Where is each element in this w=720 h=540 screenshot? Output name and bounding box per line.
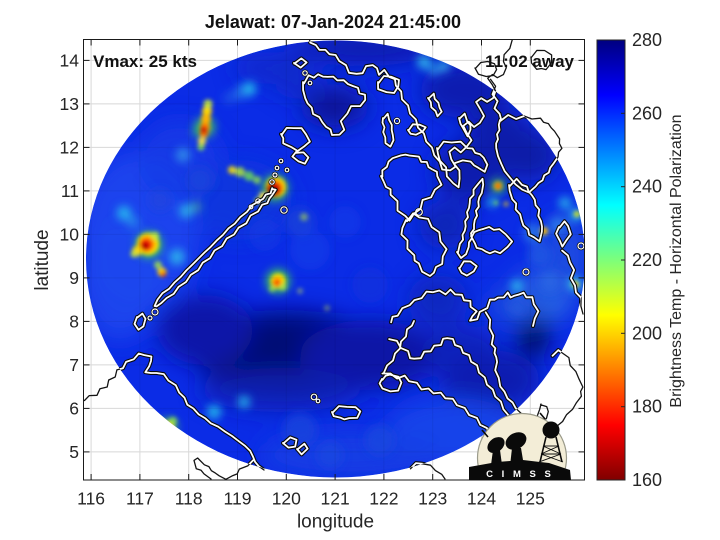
svg-text:10: 10 [60,224,80,244]
svg-text:118: 118 [175,489,203,509]
svg-text:C I M S S: C I M S S [486,469,554,480]
svg-text:160: 160 [632,470,662,490]
svg-text:6: 6 [69,398,79,418]
svg-text:280: 280 [632,30,662,50]
svg-text:latitude: latitude [32,229,53,290]
svg-text:5: 5 [69,442,79,462]
svg-text:120: 120 [272,489,301,509]
svg-text:260: 260 [632,103,662,123]
svg-text:longitude: longitude [297,512,374,533]
svg-text:116: 116 [77,489,105,509]
svg-text:125: 125 [516,489,545,509]
svg-text:7: 7 [69,355,79,375]
svg-text:Vmax: 25 kts: Vmax: 25 kts [93,52,197,71]
svg-text:123: 123 [418,489,447,509]
svg-text:Jelawat: 07-Jan-2024 21:45:00: Jelawat: 07-Jan-2024 21:45:00 [205,12,461,32]
svg-text:240: 240 [632,177,662,197]
svg-text:11:02 away: 11:02 away [485,52,574,71]
svg-text:180: 180 [632,397,662,417]
svg-text:200: 200 [632,323,662,343]
svg-text:11: 11 [61,181,79,201]
svg-text:117: 117 [126,489,154,509]
svg-text:124: 124 [467,489,496,509]
svg-text:9: 9 [69,268,79,288]
svg-text:220: 220 [632,250,662,270]
svg-text:121: 121 [320,489,349,509]
svg-text:119: 119 [224,489,252,509]
svg-text:Brightness Temp - Horizontal P: Brightness Temp - Horizontal Polarizatio… [668,114,685,407]
svg-text:12: 12 [60,137,79,157]
svg-text:8: 8 [69,311,79,331]
svg-text:13: 13 [60,94,79,114]
svg-text:14: 14 [60,50,80,70]
svg-text:122: 122 [369,489,398,509]
